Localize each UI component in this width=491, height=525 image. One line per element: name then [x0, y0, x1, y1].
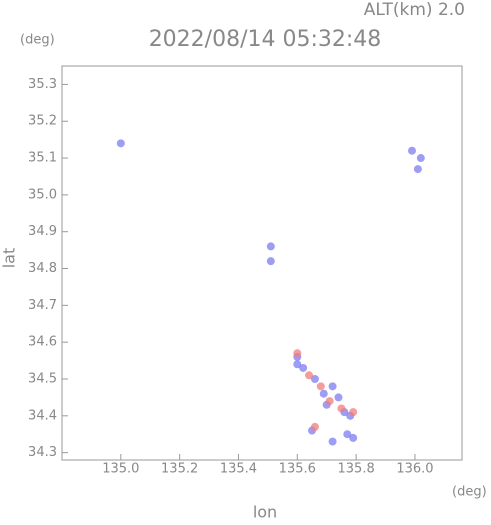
y-tick-label: 34.6 [28, 335, 57, 350]
echo-point [343, 430, 352, 439]
echo-point [337, 404, 346, 413]
annotation: ALT(km) 2.0 [364, 0, 465, 20]
y-unit: (deg) [20, 33, 55, 48]
echo-point [293, 360, 302, 369]
echo-point [293, 349, 302, 358]
echo-point [310, 374, 319, 383]
echo-point [416, 154, 425, 163]
echo-point [328, 437, 337, 446]
echo-point [319, 389, 328, 398]
y-tick-label: 34.5 [28, 371, 57, 386]
x-tick-label: 135.6 [279, 462, 316, 477]
chart-title: 2022/08/14 05:32:48 [149, 27, 382, 52]
y-tick-label: 34.3 [28, 445, 57, 460]
y-tick-label: 35.2 [28, 114, 57, 129]
echo-point [310, 422, 319, 431]
y-tick-label: 34.7 [28, 298, 57, 313]
echo-point [349, 433, 358, 442]
echo-point [266, 257, 275, 266]
x-tick-label: 135.2 [161, 462, 198, 477]
echo-point [305, 371, 314, 380]
y-axis-label: lat [0, 248, 19, 269]
x-tick-label: 135.8 [338, 462, 375, 477]
x-tick-label: 135.0 [102, 462, 139, 477]
y-tick-label: 35.0 [28, 187, 57, 202]
y-tick-label: 35.1 [28, 151, 57, 166]
plot-frame [61, 65, 463, 461]
echo-point [408, 146, 416, 155]
echo-point [349, 408, 358, 417]
x-tick-label: 135.4 [220, 462, 257, 477]
echo-point [328, 382, 337, 391]
x-tick-label: 136.0 [396, 462, 433, 477]
echo-point [325, 397, 334, 406]
echo-point [266, 242, 275, 251]
y-tick-label: 34.8 [28, 261, 57, 276]
echo-point [316, 382, 325, 391]
echo-point [413, 165, 422, 174]
echo-point [116, 139, 125, 148]
y-tick-label: 34.9 [28, 224, 57, 239]
x-unit: (deg) [452, 485, 487, 500]
y-tick-label: 35.3 [28, 77, 57, 92]
y-tick-label: 34.4 [28, 408, 57, 423]
echo-point [334, 393, 343, 402]
echo-point [299, 363, 308, 372]
x-axis-label: lon [253, 503, 277, 522]
